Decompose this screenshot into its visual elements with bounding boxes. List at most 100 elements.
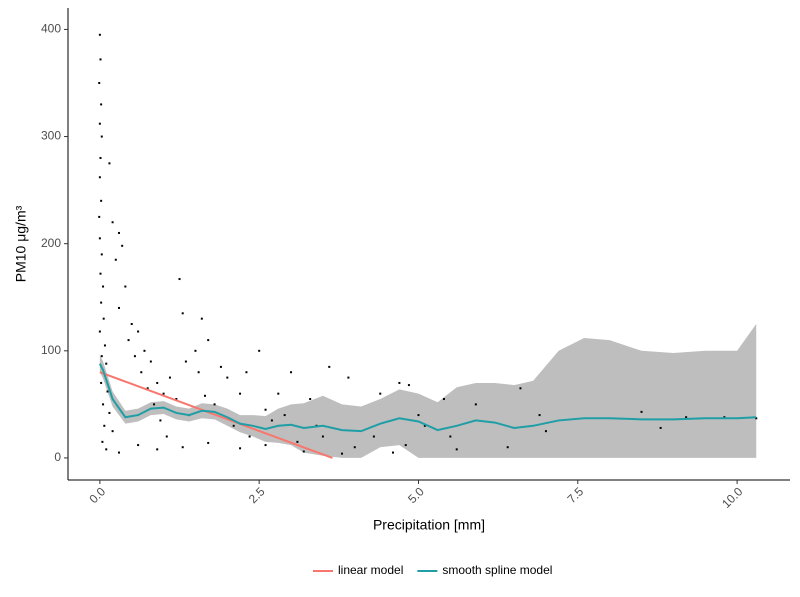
data-point (140, 371, 143, 374)
data-point (108, 162, 111, 165)
data-point (175, 398, 178, 401)
data-point (98, 215, 101, 218)
data-point (149, 360, 152, 363)
confidence-band (99, 324, 757, 458)
data-point (117, 231, 120, 234)
data-point (194, 349, 197, 352)
data-point (168, 376, 171, 379)
data-point (102, 317, 105, 320)
data-point (640, 410, 643, 413)
data-point (100, 103, 103, 106)
data-point (207, 441, 210, 444)
data-point (204, 394, 207, 397)
data-point (296, 440, 299, 443)
data-point (156, 448, 159, 451)
data-point (248, 435, 251, 438)
data-point (100, 301, 103, 304)
data-point (391, 451, 394, 454)
data-point (277, 392, 280, 395)
data-point (207, 339, 210, 342)
data-point (519, 387, 522, 390)
data-point (100, 135, 103, 138)
data-point (103, 344, 106, 347)
data-point (137, 330, 140, 333)
data-point (538, 414, 541, 417)
data-point (232, 424, 235, 427)
y-tick-label: 100 (41, 343, 61, 357)
legend-label: smooth spline model (442, 563, 552, 577)
data-point (117, 451, 120, 454)
data-point (99, 156, 102, 159)
data-point (99, 272, 102, 275)
data-point (404, 444, 407, 447)
data-point (98, 176, 101, 179)
data-point (407, 384, 410, 387)
data-point (372, 435, 375, 438)
data-point (178, 278, 181, 281)
data-point (100, 355, 103, 358)
fit-line (99, 371, 333, 459)
data-point (258, 349, 261, 352)
data-point (309, 398, 312, 401)
data-point (105, 362, 108, 365)
data-point (341, 452, 344, 455)
data-point (101, 440, 104, 443)
data-point (264, 408, 267, 411)
y-tick-label: 0 (54, 450, 61, 464)
data-point (219, 365, 222, 368)
data-point (103, 424, 106, 427)
data-point (165, 435, 168, 438)
data-point (162, 392, 165, 395)
data-point (98, 330, 101, 333)
y-axis-title: PM10 μg/m³ (13, 205, 29, 282)
data-point (379, 392, 382, 395)
data-point (184, 360, 187, 363)
data-point (226, 376, 229, 379)
data-point (111, 221, 114, 224)
data-point (108, 411, 111, 414)
fit-line (98, 363, 757, 433)
x-tick-label: 5.0 (405, 484, 427, 506)
data-point (270, 419, 273, 422)
data-point (137, 444, 140, 447)
data-point (114, 258, 117, 261)
data-point (111, 430, 114, 433)
data-point (398, 381, 401, 384)
data-point (105, 448, 108, 451)
data-point (685, 416, 688, 419)
data-point (98, 237, 101, 240)
y-tick-label: 300 (41, 129, 61, 143)
data-point (98, 122, 101, 125)
data-point (181, 446, 184, 449)
data-point (117, 306, 120, 309)
data-point (442, 398, 445, 401)
data-point (127, 339, 130, 342)
x-tick-label: 10.0 (719, 484, 746, 511)
data-point (423, 424, 426, 427)
data-point (143, 349, 146, 352)
data-point (181, 312, 184, 315)
data-point (264, 444, 267, 447)
data-point (106, 390, 109, 393)
data-point (200, 317, 203, 320)
x-axis-title: Precipitation [mm] (373, 517, 485, 533)
data-point (659, 426, 662, 429)
data-point (290, 371, 293, 374)
data-point (121, 244, 124, 247)
data-point (124, 285, 127, 288)
data-point (353, 446, 356, 449)
data-point (156, 381, 159, 384)
data-point (159, 419, 162, 422)
data-point (755, 417, 758, 420)
data-point (302, 450, 305, 453)
data-point (283, 414, 286, 417)
y-tick-label: 400 (41, 22, 61, 36)
data-point (98, 33, 101, 36)
data-point (723, 416, 726, 419)
data-point (474, 403, 477, 406)
data-point (544, 430, 547, 433)
x-tick-label: 7.5 (564, 484, 586, 506)
data-point (455, 448, 458, 451)
data-point (328, 365, 331, 368)
